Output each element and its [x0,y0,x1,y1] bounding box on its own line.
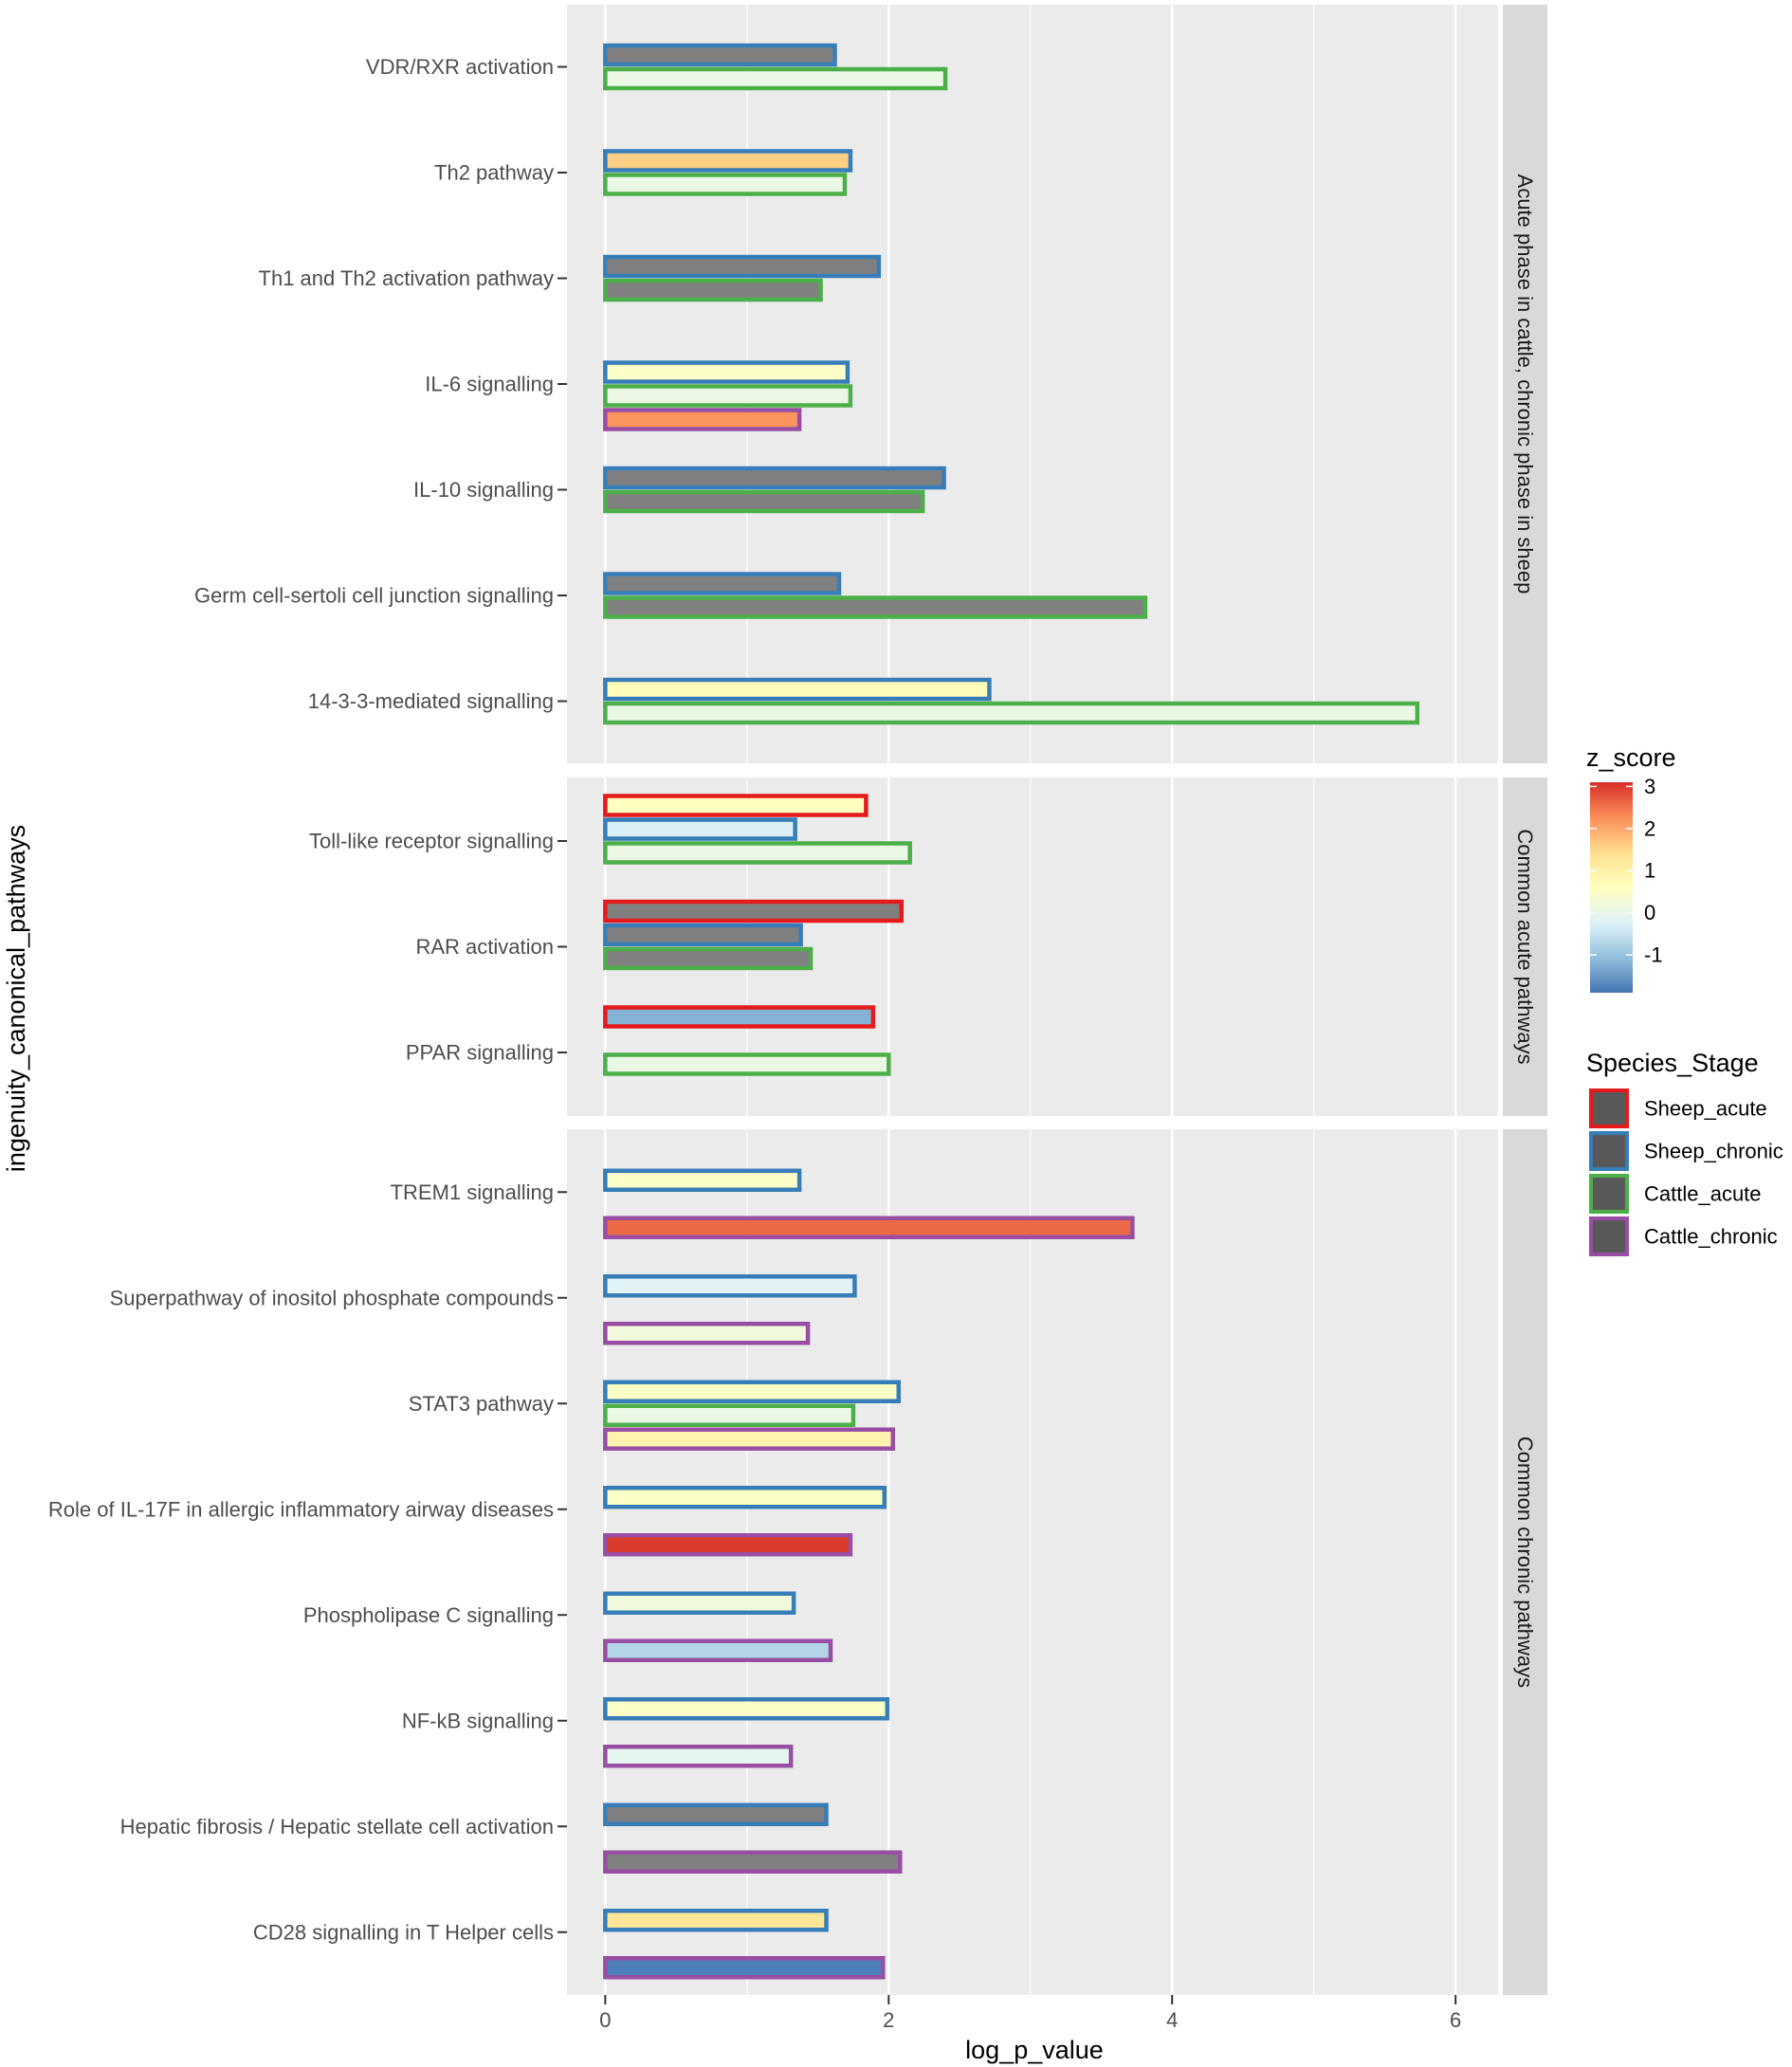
colorbar-title: z_score [1586,743,1676,772]
bar-th2-pathway-cattle-acute [603,173,848,196]
bar-nf-kb-signalling-sheep-chronic [603,1697,890,1721]
x-tick-label: 4 [1166,2008,1178,2032]
bar-th1-and-th2-activation-pathway-sheep-chronic [603,254,882,279]
y-tick-label: PPAR signalling [406,1041,554,1065]
bar-phospholipase-c-signalling-sheep-chronic [603,1591,796,1615]
bar-germ-cell-sertoli-cell-junction-signalling-sheep-chronic [603,572,842,595]
bar-il-10-signalling-cattle-acute [603,489,925,514]
bar-stat3-pathway-sheep-chronic [603,1380,902,1403]
bar-rar-activation-cattle-acute [603,946,814,971]
y-tick-label: STAT3 pathway [409,1392,554,1416]
x-axis-title: log_p_value [965,2036,1104,2064]
x-tick-label: 6 [1450,2008,1461,2032]
bar-trem1-signalling-cattle-chronic [603,1216,1135,1239]
y-tick-label: VDR/RXR activation [366,55,554,79]
bar-ppar-signalling-sheep-acute [603,1005,876,1029]
bar-il-6-signalling-sheep-chronic [603,360,850,384]
colorbar-tick-label: 3 [1644,775,1655,798]
colorbar-tick-label: 1 [1644,859,1655,883]
bar-phospholipase-c-signalling-cattle-chronic [603,1638,833,1662]
facet-strip [1503,777,1547,1116]
bar-nf-kb-signalling-cattle-chronic [603,1745,794,1768]
bar-toll-like-receptor-signalling-cattle-acute [603,841,912,865]
y-tick-label: IL-10 signalling [413,478,554,502]
legend-key-cattle-acute [1589,1174,1629,1214]
y-axis-title: ingenuity_canonical_pathways [2,825,30,1172]
legend-label: Sheep_chronic [1644,1140,1783,1163]
y-tick-label: Th2 pathway [434,161,554,185]
bar-cd28-signalling-in-t-helper-cells-sheep-chronic [603,1909,829,1932]
bar-vdr-rxr-activation-cattle-acute [603,66,948,91]
y-tick-label: NF-kB signalling [402,1709,554,1732]
legend-label: Sheep_acute [1644,1097,1767,1121]
marks-layer [603,43,1420,1980]
bar-superpathway-of-inositol-phosphate-compounds-sheep-chronic [603,1274,857,1298]
axis-layer: VDR/RXR activation Th2 pathway Th1 and Th2… [48,55,1461,2032]
legend-layer: z_score 3 2 1 0 -1 Species_Stage Sheep_acute She… [1586,743,1783,1256]
bar-th2-pathway-sheep-chronic [603,149,853,173]
x-tick-label: 2 [883,2008,894,2032]
bar-stat3-pathway-cattle-chronic [603,1427,896,1451]
bar-il-10-signalling-sheep-chronic [603,466,946,490]
y-tick-label: TREM1 signalling [391,1180,554,1204]
facet-strip-label: Common chronic pathways [1513,1436,1537,1688]
bar-vdr-rxr-activation-sheep-chronic [603,43,837,67]
x-tick-label: 0 [599,2008,611,2032]
bar-hepatic-fibrosis-hepatic-stellate-cell-activation-cattle-chronic [603,1850,903,1874]
colorbar [1590,782,1633,993]
y-tick-label: Germ cell-sertoli cell junction signalli… [194,584,554,608]
y-tick-label: CD28 signalling in T Helper cells [253,1920,554,1944]
bar-cd28-signalling-in-t-helper-cells-cattle-chronic [603,1956,886,1980]
facet-strip-label: Acute phase in cattle, chronic phase in … [1513,174,1537,594]
facet-strip-label: Common acute pathways [1513,829,1537,1064]
bar-il-6-signalling-cattle-acute [603,384,853,408]
bar-14-3-3-mediated-signalling-sheep-chronic [603,677,992,702]
legend-key-sheep-acute [1589,1088,1629,1128]
legend-key-cattle-chronic [1589,1216,1629,1256]
colorbar-tick-label: 0 [1644,901,1655,924]
bar-germ-cell-sertoli-cell-junction-signalling-cattle-acute [603,595,1148,619]
y-tick-label: Phospholipase C signalling [303,1603,554,1627]
colorbar-tick-label: 2 [1644,816,1655,840]
bar-trem1-signalling-sheep-chronic [603,1168,802,1192]
legend-label: Cattle_acute [1644,1182,1762,1206]
y-tick-label: 14-3-3-mediated signalling [308,689,554,713]
legend-title: Species_Stage [1586,1049,1759,1077]
bar-rar-activation-sheep-chronic [603,923,803,947]
y-tick-label: Toll-like receptor signalling [309,830,554,853]
colorbar-tick-label: -1 [1644,943,1663,967]
y-tick-label: RAR activation [415,935,554,959]
bar-th1-and-th2-activation-pathway-cattle-acute [603,278,823,302]
panel-background [567,5,1498,763]
panels-layer: Acute phase in cattle, chronic phase in … [567,5,1547,1995]
y-tick-label: IL-6 signalling [425,373,554,396]
y-tick-label: Superpathway of inositol phosphate compo… [110,1286,554,1309]
bar-superpathway-of-inositol-phosphate-compounds-cattle-chronic [603,1322,811,1345]
bar-rar-activation-sheep-acute [603,899,904,924]
bar-role-of-il-17f-in-allergic-inflammatory-airway-diseases-cattle-chronic [603,1533,853,1557]
bar-toll-like-receptor-signalling-sheep-chronic [603,817,797,841]
legend-key-sheep-chronic [1589,1131,1629,1171]
bar-14-3-3-mediated-signalling-cattle-acute [603,701,1420,725]
y-tick-label: Th1 and Th2 activation pathway [259,266,554,290]
bar-ppar-signalling-cattle-acute [603,1052,891,1076]
y-tick-label: Role of IL-17F in allergic inflammatory … [48,1497,554,1521]
facet-strip [1503,1129,1547,1995]
panel-acute-phase-in-cattle-chronic-phase-in-sheep: Acute phase in cattle, chronic phase in … [567,5,1547,763]
facet-strip [1503,5,1547,763]
bar-il-6-signalling-cattle-chronic [603,408,802,431]
y-tick-label: Hepatic fibrosis / Hepatic stellate cell… [120,1815,554,1838]
legend-label: Cattle_chronic [1644,1225,1778,1249]
bar-stat3-pathway-cattle-acute [603,1403,856,1427]
bar-hepatic-fibrosis-hepatic-stellate-cell-activation-sheep-chronic [603,1802,829,1826]
bar-toll-like-receptor-signalling-sheep-acute [603,794,869,817]
bar-role-of-il-17f-in-allergic-inflammatory-airway-diseases-sheep-chronic [603,1486,887,1509]
